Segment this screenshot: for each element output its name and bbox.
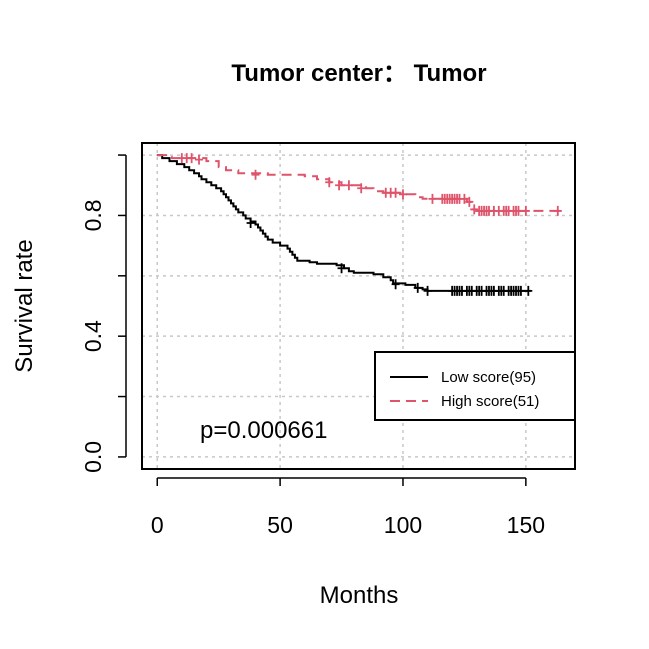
series-line-0 xyxy=(157,154,531,292)
y-tick-label: 0.4 xyxy=(80,320,106,352)
x-axis: 0 50 100 150 xyxy=(151,477,545,538)
legend-label: Low score(95) xyxy=(441,369,536,386)
series-layer xyxy=(157,153,563,296)
censor-mark xyxy=(413,282,422,293)
x-tick-label: 150 xyxy=(507,512,545,538)
censor-mark xyxy=(335,180,344,191)
censor-mark xyxy=(325,177,334,188)
x-axis-label: Months xyxy=(320,582,399,609)
censor-mark xyxy=(357,183,366,194)
censor-mark xyxy=(521,205,530,216)
censor-mark xyxy=(465,196,474,207)
censor-mark xyxy=(516,285,525,296)
censor-mark xyxy=(553,205,562,216)
x-tick-label: 0 xyxy=(151,512,164,538)
x-tick-label: 50 xyxy=(267,512,293,538)
censor-mark xyxy=(391,187,400,198)
censor-mark xyxy=(428,193,437,204)
chart-title: Tumor center： Tumor xyxy=(231,60,486,87)
p-value-annotation: p=0.000661 xyxy=(200,417,327,444)
y-tick-label: 0.8 xyxy=(80,199,106,231)
censor-mark xyxy=(251,169,260,180)
y-axis: 0.0 0.4 0.8 xyxy=(80,154,127,473)
censor-mark xyxy=(514,205,523,216)
grid-lines xyxy=(142,143,575,469)
censor-mark xyxy=(398,189,407,200)
legend-label: High score(51) xyxy=(441,393,539,410)
x-tick-label: 100 xyxy=(384,512,422,538)
legend: Low score(95) High score(51) xyxy=(374,351,576,421)
y-axis-label: Survival rate xyxy=(11,239,38,372)
censor-mark xyxy=(337,263,346,274)
censor-mark xyxy=(187,153,196,164)
censor-mark xyxy=(195,154,204,165)
censor-mark xyxy=(423,285,432,296)
legend-box xyxy=(374,351,576,421)
censor-mark xyxy=(246,217,255,228)
censor-mark xyxy=(391,279,400,290)
censor-mark xyxy=(460,193,469,204)
y-tick-label: 0.0 xyxy=(80,441,106,473)
censor-mark xyxy=(344,180,353,191)
plot-frame xyxy=(141,142,576,470)
series-line-1 xyxy=(157,154,563,212)
censor-mark xyxy=(524,285,533,296)
censor-mark xyxy=(470,204,479,215)
